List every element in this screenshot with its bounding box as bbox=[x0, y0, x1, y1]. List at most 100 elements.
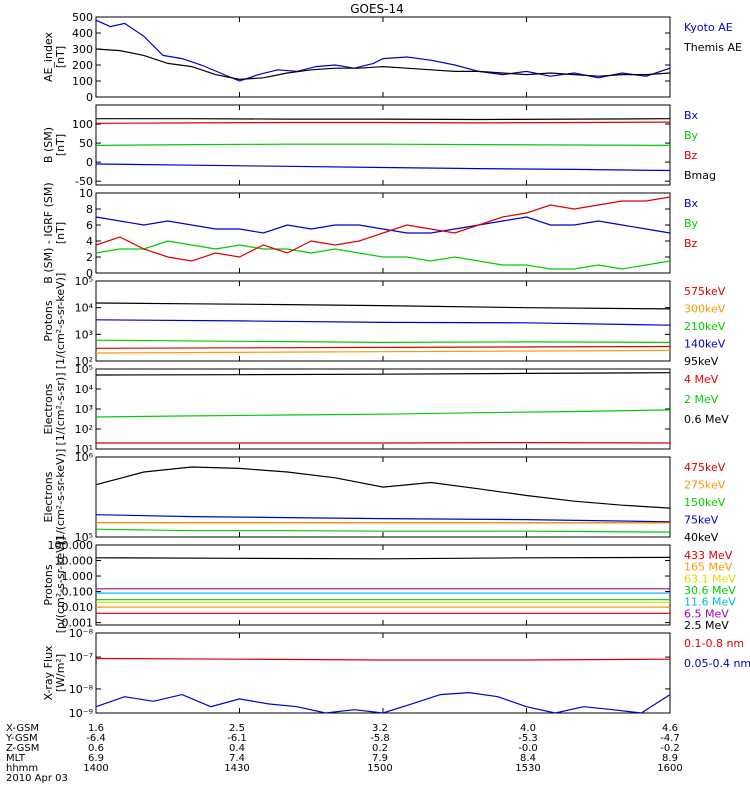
y-tick-label: 0.100 bbox=[62, 586, 94, 599]
footer-row-label: MLT bbox=[6, 753, 26, 764]
series-line-bz bbox=[95, 196, 671, 262]
y-axis-label: Electrons bbox=[42, 383, 55, 434]
y-tick-label: -50 bbox=[75, 175, 93, 188]
panel-4: 10² 10³ 10⁴ 10⁵ Protons [1/(cm²-s-sr-keV)] 575… bbox=[42, 273, 726, 370]
y-tick-label: 8 bbox=[86, 203, 93, 216]
series-line-bx bbox=[95, 216, 671, 234]
legend-label: 11.6 MeV bbox=[684, 596, 736, 609]
series-line-210kev bbox=[95, 339, 671, 344]
legend-label: 300keV bbox=[684, 303, 726, 316]
panel-6: 10⁵ 10⁶ Electrons [1/(cm²-s-sr-keV)] 475keV 2… bbox=[42, 449, 726, 546]
y-tick-label: 500 bbox=[72, 11, 93, 24]
footer-value: 8.9 bbox=[662, 753, 678, 764]
panel-2: -50 0 50 100 B (SM) [nT] Bx By Bz Bmag bbox=[42, 104, 716, 188]
y-tick-label: 10⁶ bbox=[75, 451, 94, 464]
footer-value: -0.0 bbox=[518, 743, 538, 754]
series-line-2-mev bbox=[95, 409, 671, 418]
footer-value: 0.4 bbox=[229, 743, 245, 754]
series-line-bmag bbox=[96, 118, 671, 121]
y-tick-label: 200 bbox=[72, 59, 93, 72]
y-tick-label: 2 bbox=[86, 251, 93, 264]
y-tick-label: 10.000 bbox=[55, 555, 94, 568]
legend-label: 2.5 MeV bbox=[684, 619, 729, 632]
footer-value: -6.4 bbox=[86, 733, 106, 744]
y-axis-label: [1/(cm²-s-sr-keV)] bbox=[54, 449, 67, 546]
panel-frame bbox=[95, 16, 671, 98]
panel-frame bbox=[95, 368, 671, 450]
y-tick-label: 10⁻⁹ bbox=[69, 707, 93, 720]
series-line-bz bbox=[95, 121, 671, 124]
series-line-0-05-0-4-nm bbox=[95, 691, 671, 714]
footer-value: 0.2 bbox=[372, 743, 388, 754]
y-axis-label: [1/(cm²-s-sr-keV)] bbox=[54, 273, 67, 370]
footer-value: -5.3 bbox=[518, 733, 538, 744]
legend-label: 0.1-0.8 nm bbox=[684, 637, 744, 650]
legend-label: 140keV bbox=[684, 338, 726, 351]
footer-value: 7.4 bbox=[229, 753, 245, 764]
series-line-95kev bbox=[95, 302, 671, 310]
footer-value: 3.2 bbox=[372, 723, 388, 734]
footer-value: 6.9 bbox=[88, 753, 104, 764]
legend-label: Bx bbox=[684, 109, 699, 122]
y-axis-label: Protons bbox=[42, 564, 55, 605]
legend-label: 95keV bbox=[684, 355, 719, 368]
y-tick-label: 10² bbox=[75, 355, 93, 368]
y-axis-label: AE_index bbox=[42, 31, 55, 82]
footer-value: 8.4 bbox=[520, 753, 536, 764]
panel-3: 0 2 4 6 8 10 B (SM) - IGRF (SM) [nT] Bx By Bz bbox=[42, 182, 699, 283]
series-line-bx bbox=[95, 163, 671, 172]
y-axis-label: Electrons bbox=[42, 471, 55, 522]
series-line-75kev bbox=[95, 514, 671, 523]
legend-label: 150keV bbox=[684, 496, 726, 509]
footer-value: 4.0 bbox=[520, 723, 536, 734]
legend-label: 475keV bbox=[684, 461, 726, 474]
legend-label: 575keV bbox=[684, 285, 726, 298]
legend-label: 4 MeV bbox=[684, 373, 719, 386]
legend-label: 40keV bbox=[684, 531, 719, 544]
footer-value: 2.5 bbox=[229, 723, 245, 734]
y-axis-label: [nT] bbox=[54, 46, 67, 68]
legend-label: 210keV bbox=[684, 320, 726, 333]
legend-label: 30.6 MeV bbox=[684, 584, 736, 597]
series-line-2-5-mev bbox=[95, 556, 671, 560]
y-axis-label: Protons bbox=[42, 300, 55, 341]
series-line-40kev bbox=[95, 466, 671, 509]
footer-date: 2010 Apr 03 bbox=[6, 773, 68, 784]
footer-value: 4.6 bbox=[662, 723, 678, 734]
panel-5: 10¹ 10² 10³ 10⁴ 10⁵ Electrons [1/(cm²-s-sr)] 4 … bbox=[42, 363, 729, 456]
legend-label: 275keV bbox=[684, 479, 726, 492]
y-axis-label: [1/(cm²-s-sr)] bbox=[54, 373, 67, 446]
y-tick-label: 100 bbox=[72, 75, 93, 88]
panel-7: 0.001 0.010 0.100 1.000 10.000 100.000 Protons… bbox=[42, 537, 736, 634]
footer-row-label: X-GSM bbox=[6, 723, 39, 734]
footer-row-label: Z-GSM bbox=[6, 743, 39, 754]
legend-label: 2 MeV bbox=[684, 393, 719, 406]
y-tick-label: 10⁻⁸ bbox=[69, 683, 94, 696]
legend-label: By bbox=[684, 129, 699, 142]
y-tick-label: 0.001 bbox=[62, 617, 94, 630]
series-line-themis-ae bbox=[95, 48, 671, 81]
legend-label: 75keV bbox=[684, 514, 719, 527]
footer-value: 1400 bbox=[83, 763, 108, 774]
y-tick-label: 4 bbox=[86, 235, 93, 248]
y-tick-label: 0 bbox=[86, 91, 93, 104]
y-axis-label: [W/m²] bbox=[54, 654, 67, 692]
series-line-kyoto-ae bbox=[95, 19, 671, 82]
y-tick-label: 300 bbox=[72, 43, 93, 56]
legend-label: 63.1 MeV bbox=[684, 572, 736, 585]
series-line-300kev bbox=[95, 349, 671, 354]
legend-label: Bz bbox=[684, 237, 698, 250]
footer-value: -4.7 bbox=[660, 733, 680, 744]
legend-label: Bx bbox=[684, 197, 699, 210]
legend-label: Bz bbox=[684, 149, 698, 162]
y-tick-label: 0 bbox=[86, 156, 93, 169]
legend-label: 165 MeV bbox=[684, 561, 733, 574]
y-tick-label: 10 bbox=[79, 187, 93, 200]
footer-value: -0.2 bbox=[660, 743, 680, 754]
y-tick-label: 10⁻⁷ bbox=[69, 651, 93, 664]
y-tick-label: 10³ bbox=[75, 403, 93, 416]
footer-row-label: hhmm bbox=[6, 763, 38, 774]
y-axis-label: B (SM) bbox=[42, 127, 55, 163]
